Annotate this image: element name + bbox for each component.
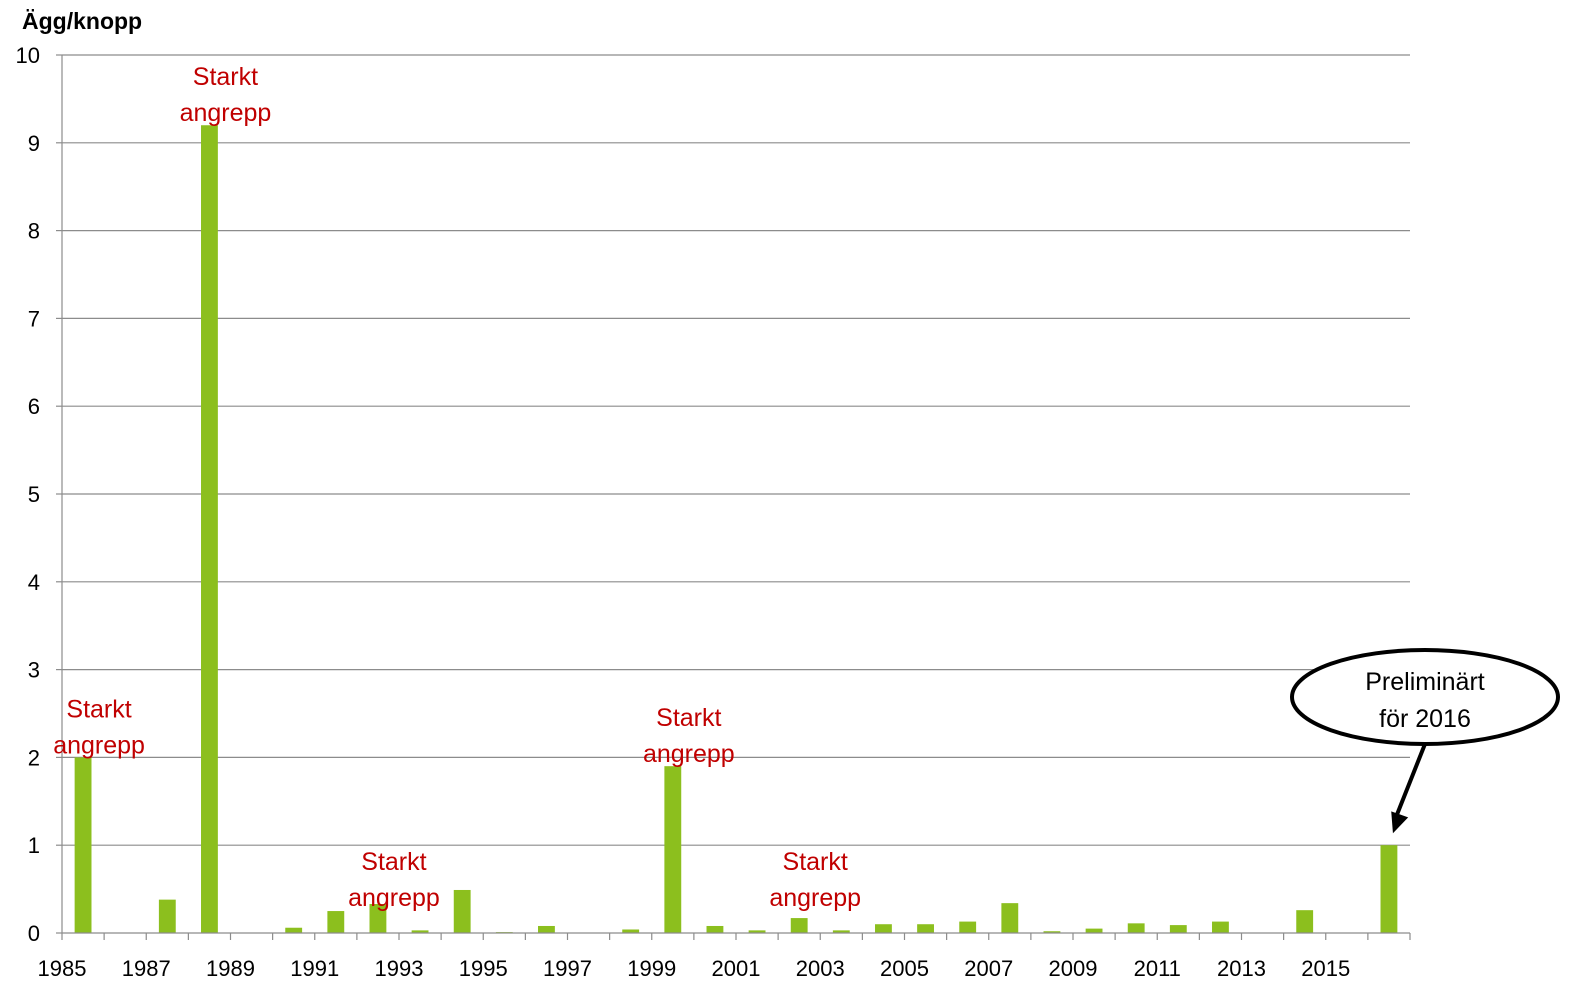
annotation-line1: Starkt bbox=[66, 695, 131, 723]
bar bbox=[453, 889, 471, 933]
annotation-line1: Starkt bbox=[193, 63, 258, 91]
annotation-line1: Starkt bbox=[783, 848, 848, 876]
annotation-line2: angrepp bbox=[643, 740, 735, 768]
x-tick-label: 2001 bbox=[712, 956, 761, 981]
bar bbox=[1296, 910, 1314, 933]
x-tick-label: 2005 bbox=[880, 956, 929, 981]
bar bbox=[832, 930, 850, 933]
x-tick-label: 1997 bbox=[543, 956, 592, 981]
callout-line2: för 2016 bbox=[1379, 705, 1471, 733]
y-tick-label: 9 bbox=[28, 131, 40, 156]
bar bbox=[201, 125, 218, 934]
x-tick-label: 1985 bbox=[38, 956, 87, 981]
bar bbox=[622, 929, 640, 933]
bar bbox=[1212, 921, 1229, 933]
bar bbox=[875, 924, 892, 933]
callout-arrow-head bbox=[1391, 811, 1409, 834]
annotation-line2: angrepp bbox=[53, 731, 145, 759]
annotation-line2: angrepp bbox=[180, 99, 272, 127]
y-tick-label: 10 bbox=[16, 43, 40, 68]
bar bbox=[369, 904, 387, 933]
x-tick-label: 2013 bbox=[1217, 956, 1266, 981]
callout: Preliminärt för 2016 bbox=[1290, 648, 1560, 834]
x-tick-label: 2015 bbox=[1301, 956, 1350, 981]
bar bbox=[538, 925, 555, 933]
bar bbox=[664, 766, 682, 933]
annotations: Starkt angrepp Starkt angrepp Starkt angrepp S… bbox=[53, 63, 861, 912]
bar bbox=[959, 921, 977, 933]
y-tick-label: 1 bbox=[28, 833, 40, 858]
x-tick-label: 1991 bbox=[290, 956, 339, 981]
bar bbox=[74, 757, 92, 933]
y-tick-label: 7 bbox=[28, 306, 40, 331]
annotation-line2: angrepp bbox=[348, 884, 440, 912]
bars bbox=[74, 125, 1398, 934]
annotation-line1: Starkt bbox=[656, 704, 721, 732]
bar bbox=[706, 925, 724, 933]
x-tick-label: 1993 bbox=[375, 956, 424, 981]
y-tick-label: 3 bbox=[28, 658, 40, 683]
annotation-line1: Starkt bbox=[361, 848, 426, 876]
bar bbox=[158, 899, 176, 933]
bar bbox=[285, 927, 303, 933]
bar bbox=[411, 930, 429, 933]
x-tick-label: 2007 bbox=[964, 956, 1013, 981]
callout-line1: Preliminärt bbox=[1365, 668, 1485, 696]
y-tick-label: 4 bbox=[28, 570, 40, 595]
bar bbox=[1380, 845, 1398, 933]
x-tick-label: 1987 bbox=[122, 956, 171, 981]
y-axis-ticks: 0 1 2 3 4 5 6 7 8 9 10 bbox=[16, 43, 62, 946]
y-tick-label: 2 bbox=[28, 745, 40, 770]
bar bbox=[327, 911, 345, 933]
bar bbox=[1043, 931, 1061, 933]
bar bbox=[917, 924, 934, 933]
gridlines bbox=[62, 54, 1410, 846]
x-tick-label: 1989 bbox=[206, 956, 255, 981]
x-axis-ticks: 1985 1987 1989 1991 1993 1995 1997 1999 2001 2003… bbox=[38, 933, 1411, 981]
x-tick-label: 2011 bbox=[1134, 956, 1181, 981]
x-tick-label: 1999 bbox=[627, 956, 676, 981]
y-axis-title: Ägg/knopp bbox=[22, 8, 143, 34]
y-tick-label: 6 bbox=[28, 394, 40, 419]
x-tick-label: 1995 bbox=[459, 956, 508, 981]
bar bbox=[1169, 925, 1187, 933]
bar bbox=[790, 918, 808, 933]
bar bbox=[748, 930, 766, 933]
x-tick-label: 2009 bbox=[1049, 956, 1098, 981]
annotation-line2: angrepp bbox=[769, 884, 861, 912]
bar bbox=[1001, 903, 1019, 933]
y-tick-label: 5 bbox=[28, 482, 40, 507]
x-tick-label: 2003 bbox=[796, 956, 845, 981]
y-tick-label: 0 bbox=[28, 921, 40, 946]
callout-arrow-line bbox=[1394, 743, 1427, 818]
bar bbox=[1127, 923, 1145, 933]
y-tick-label: 8 bbox=[28, 219, 40, 244]
bar bbox=[1085, 928, 1103, 933]
